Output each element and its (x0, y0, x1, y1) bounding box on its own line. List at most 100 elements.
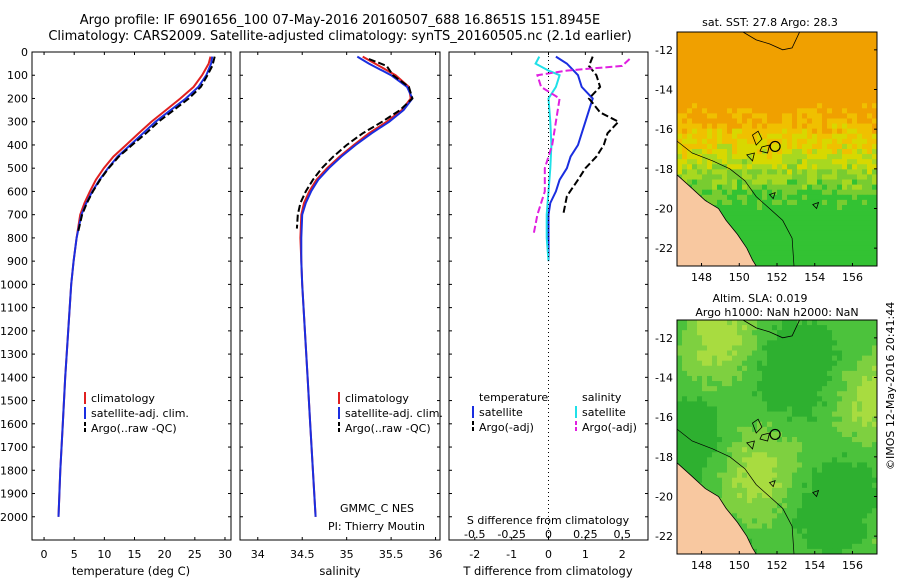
map-cell (772, 250, 778, 257)
map-cell (782, 340, 788, 346)
map-cell (857, 350, 863, 357)
map-cell (787, 179, 793, 186)
map-cell (762, 189, 768, 196)
map-cell (722, 457, 728, 463)
map-cell (752, 355, 758, 362)
map-cell (772, 411, 778, 418)
map-cell (697, 184, 703, 191)
map-cell (842, 437, 848, 443)
map-cell (862, 159, 868, 165)
map-cell (807, 67, 813, 74)
map-cell (682, 72, 688, 79)
map-cell (827, 32, 833, 38)
map-cell (772, 240, 778, 247)
map-cell (762, 98, 768, 104)
map-cell (852, 355, 858, 362)
map-cell (722, 174, 728, 180)
map-cell (727, 103, 733, 109)
map-cell (717, 154, 723, 160)
map-cell (762, 93, 768, 99)
map-cell (702, 128, 708, 135)
map-cell (857, 57, 863, 63)
map-cell (777, 538, 783, 545)
map-cell (872, 32, 877, 38)
map-cell (867, 113, 873, 119)
map-cell (697, 431, 703, 438)
map-cell (687, 123, 693, 130)
map-cell (732, 113, 738, 119)
map-cell (792, 255, 798, 262)
map-cell (792, 87, 798, 94)
map-cell (827, 482, 833, 489)
map-cell (852, 169, 858, 175)
map-cell (807, 82, 813, 89)
map-cell (742, 411, 748, 418)
map-cell (717, 437, 723, 443)
map-cell (792, 164, 798, 170)
map-cell (742, 482, 748, 489)
map-cell (782, 401, 788, 407)
map-cell (717, 179, 723, 186)
map-cell (802, 523, 808, 529)
map-cell (847, 57, 853, 63)
map-cell (862, 325, 868, 331)
map-cell (772, 360, 778, 367)
map-cell (822, 503, 828, 509)
map-cell (792, 98, 798, 104)
map-cell (802, 123, 808, 130)
map-cell (842, 498, 848, 504)
map-cell (782, 391, 788, 397)
map-cell (767, 194, 773, 201)
map-cell (742, 513, 748, 519)
map-cell (847, 442, 853, 448)
map-cell (757, 98, 763, 104)
map-cell (867, 406, 873, 412)
map-cell (842, 174, 848, 180)
map-cell (802, 37, 808, 43)
map-cell (847, 350, 853, 357)
depth-tick-label: 300 (7, 116, 28, 129)
map-cell (777, 240, 783, 247)
map-cell (682, 370, 688, 377)
map-cell (727, 98, 733, 104)
map-cell (727, 365, 733, 372)
map-cell (692, 457, 698, 463)
temperature-xlabel: temperature (deg C) (72, 564, 190, 578)
map-cell (862, 370, 868, 377)
map-cell (812, 452, 818, 458)
map-cell (797, 523, 803, 529)
map-cell (762, 391, 768, 397)
map-cell (792, 118, 798, 124)
map-cell (747, 523, 753, 529)
map-cell (712, 335, 718, 341)
map-cell (787, 335, 793, 341)
map-cell (752, 386, 758, 392)
map-cell (787, 452, 793, 458)
map-cell (772, 215, 778, 221)
map-cell (857, 533, 863, 540)
map-cell (862, 360, 868, 367)
map-cell (812, 391, 818, 397)
map-cell (732, 123, 738, 130)
map-cell (837, 87, 843, 94)
map-cell (827, 320, 833, 326)
map-cell (682, 154, 688, 160)
map-cell (777, 335, 783, 341)
map-cell (857, 345, 863, 351)
map-cell (787, 138, 793, 145)
map-cell (772, 457, 778, 463)
map-cell (857, 184, 863, 191)
map-cell (782, 533, 788, 540)
map-cell (842, 199, 848, 206)
map-cell (867, 503, 873, 509)
map-cell (762, 503, 768, 509)
map-cell (847, 87, 853, 94)
map-cell (752, 350, 758, 357)
map-cell (777, 103, 783, 109)
map-cell (762, 113, 768, 119)
map-cell (792, 93, 798, 99)
map-cell (842, 220, 848, 226)
map-cell (767, 345, 773, 351)
map-cell (717, 355, 723, 362)
map-cell (822, 498, 828, 504)
